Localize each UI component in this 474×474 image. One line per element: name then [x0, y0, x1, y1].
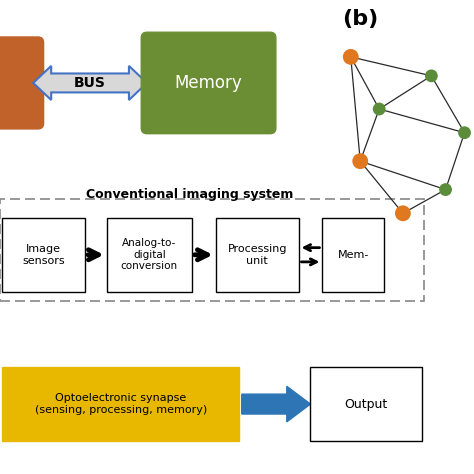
Point — [375, 105, 383, 113]
Text: Memory: Memory — [175, 74, 242, 92]
FancyBboxPatch shape — [322, 218, 384, 292]
FancyBboxPatch shape — [107, 218, 192, 292]
Point — [442, 186, 449, 193]
Point — [347, 53, 355, 61]
Text: Optoelectronic synapse
(sensing, processing, memory): Optoelectronic synapse (sensing, process… — [35, 393, 207, 415]
FancyBboxPatch shape — [2, 367, 239, 441]
Text: Image
sensors: Image sensors — [23, 244, 65, 265]
Text: BUS: BUS — [74, 76, 106, 90]
Point — [399, 210, 407, 217]
Point — [356, 157, 364, 165]
Polygon shape — [33, 66, 147, 100]
Point — [461, 129, 468, 137]
FancyBboxPatch shape — [216, 218, 299, 292]
Text: Output: Output — [345, 398, 388, 410]
FancyBboxPatch shape — [0, 37, 44, 129]
Text: Mem-: Mem- — [337, 250, 369, 260]
Point — [428, 72, 435, 80]
Text: Analog-to-
digital
conversion: Analog-to- digital conversion — [121, 238, 178, 272]
Text: (b): (b) — [342, 9, 378, 29]
FancyBboxPatch shape — [2, 218, 85, 292]
Text: Conventional imaging system: Conventional imaging system — [86, 189, 293, 201]
Bar — [0, 199, 424, 301]
Polygon shape — [242, 386, 310, 422]
FancyBboxPatch shape — [141, 32, 276, 134]
Text: Processing
unit: Processing unit — [228, 244, 287, 265]
FancyBboxPatch shape — [310, 367, 422, 441]
